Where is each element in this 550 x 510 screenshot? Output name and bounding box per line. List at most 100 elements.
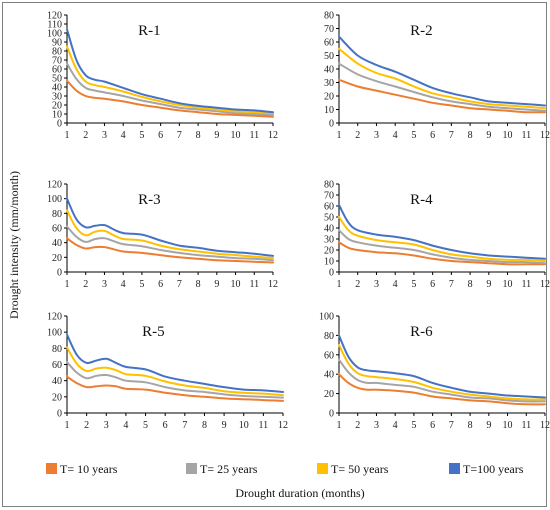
series-line-3 [338, 47, 546, 110]
y-tick-label: 50 [324, 51, 334, 62]
x-tick-label: 12 [268, 130, 278, 141]
x-tick-label: 1 [65, 279, 70, 290]
legend: T= 10 years T= 25 years T= 50 years T=100 y… [46, 462, 524, 476]
y-tick-label: 30 [324, 78, 334, 89]
x-tick-label: 7 [182, 420, 187, 431]
y-tick-label: 40 [52, 238, 62, 249]
x-tick-label: 11 [521, 279, 531, 290]
x-tick-label: 1 [337, 279, 342, 290]
x-tick-label: 2 [355, 279, 360, 290]
y-tick-label: 80 [52, 344, 62, 355]
x-tick-label: 1 [337, 130, 342, 141]
legend-label: T=100 years [463, 462, 524, 476]
panel-title: R-5 [142, 324, 165, 340]
x-tick-label: 7 [449, 130, 454, 141]
series-line-3 [338, 216, 546, 262]
y-tick-label: 40 [324, 65, 334, 76]
y-tick-label: 30 [52, 92, 62, 103]
y-tick-label: 80 [52, 209, 62, 220]
x-tick-label: 9 [486, 279, 491, 290]
x-tick-label: 8 [196, 279, 201, 290]
y-tick-label: 100 [47, 29, 62, 40]
y-tick-label: 20 [52, 253, 62, 264]
legend-item-2: T= 25 years [186, 462, 258, 476]
series-line-4 [66, 333, 284, 393]
x-tick-label: 6 [158, 279, 163, 290]
x-tick-label: 5 [143, 420, 148, 431]
x-tick-label: 4 [121, 130, 126, 141]
series-line-2 [66, 225, 274, 262]
legend-label: T= 10 years [60, 462, 118, 476]
x-tick-label: 4 [121, 279, 126, 290]
series-line-2 [66, 361, 284, 399]
panel-title: R-6 [410, 324, 433, 340]
x-tick-label: 12 [540, 420, 550, 431]
series-line-1 [66, 375, 284, 402]
y-tick-label: 0 [329, 409, 334, 420]
series-line-4 [66, 197, 274, 257]
x-tick-label: 9 [214, 279, 219, 290]
y-tick-label: 70 [324, 191, 334, 202]
legend-item-1: T= 10 years [46, 462, 118, 476]
series-line-2 [338, 62, 546, 112]
x-tick-label: 4 [393, 279, 398, 290]
y-tick-label: 80 [52, 47, 62, 58]
x-tick-label: 6 [430, 420, 435, 431]
x-tick-label: 12 [278, 420, 288, 431]
x-tick-label: 4 [393, 420, 398, 431]
y-tick-label: 60 [52, 360, 62, 371]
x-axis-label: Drought duration (months) [235, 486, 364, 500]
x-tick-label: 2 [84, 420, 89, 431]
legend-swatch [449, 463, 460, 474]
x-tick-label: 8 [468, 130, 473, 141]
y-tick-label: 0 [57, 409, 62, 420]
series-line-4 [338, 203, 546, 260]
y-tick-label: 70 [324, 24, 334, 35]
x-tick-label: 5 [139, 130, 144, 141]
y-tick-label: 100 [47, 194, 62, 205]
y-tick-label: 120 [47, 11, 62, 22]
y-tick-label: 30 [324, 235, 334, 246]
panel-title: R-4 [410, 192, 433, 208]
x-tick-label: 9 [222, 420, 227, 431]
x-tick-label: 6 [430, 130, 435, 141]
x-tick-label: 10 [503, 130, 513, 141]
series-line-1 [338, 373, 546, 406]
panel-title: R-2 [410, 23, 433, 39]
x-tick-label: 10 [239, 420, 249, 431]
series-line-3 [338, 344, 546, 401]
series-line-3 [66, 346, 284, 397]
x-tick-label: 3 [102, 279, 107, 290]
x-tick-label: 3 [104, 420, 109, 431]
y-tick-label: 80 [324, 180, 334, 191]
panel-title: R-3 [138, 192, 161, 208]
x-tick-label: 3 [374, 279, 379, 290]
y-tick-label: 0 [329, 268, 334, 279]
y-tick-label: 0 [57, 119, 62, 130]
series-line-4 [338, 334, 546, 399]
y-tick-label: 100 [47, 328, 62, 339]
x-tick-label: 10 [231, 279, 241, 290]
x-tick-label: 11 [259, 420, 269, 431]
y-tick-label: 80 [324, 331, 334, 342]
x-tick-label: 4 [123, 420, 128, 431]
x-tick-label: 5 [411, 130, 416, 141]
y-tick-label: 60 [52, 224, 62, 235]
y-tick-label: 60 [52, 65, 62, 76]
series-line-1 [66, 79, 274, 118]
x-tick-label: 8 [196, 130, 201, 141]
legend-swatch [46, 463, 57, 474]
legend-swatch [186, 463, 197, 474]
y-tick-label: 70 [52, 56, 62, 67]
x-tick-label: 2 [83, 279, 88, 290]
x-tick-label: 9 [486, 130, 491, 141]
y-tick-label: 90 [52, 38, 62, 49]
y-axis-label: Drought intensity (mm/month) [7, 171, 21, 319]
series-line-1 [66, 237, 274, 264]
